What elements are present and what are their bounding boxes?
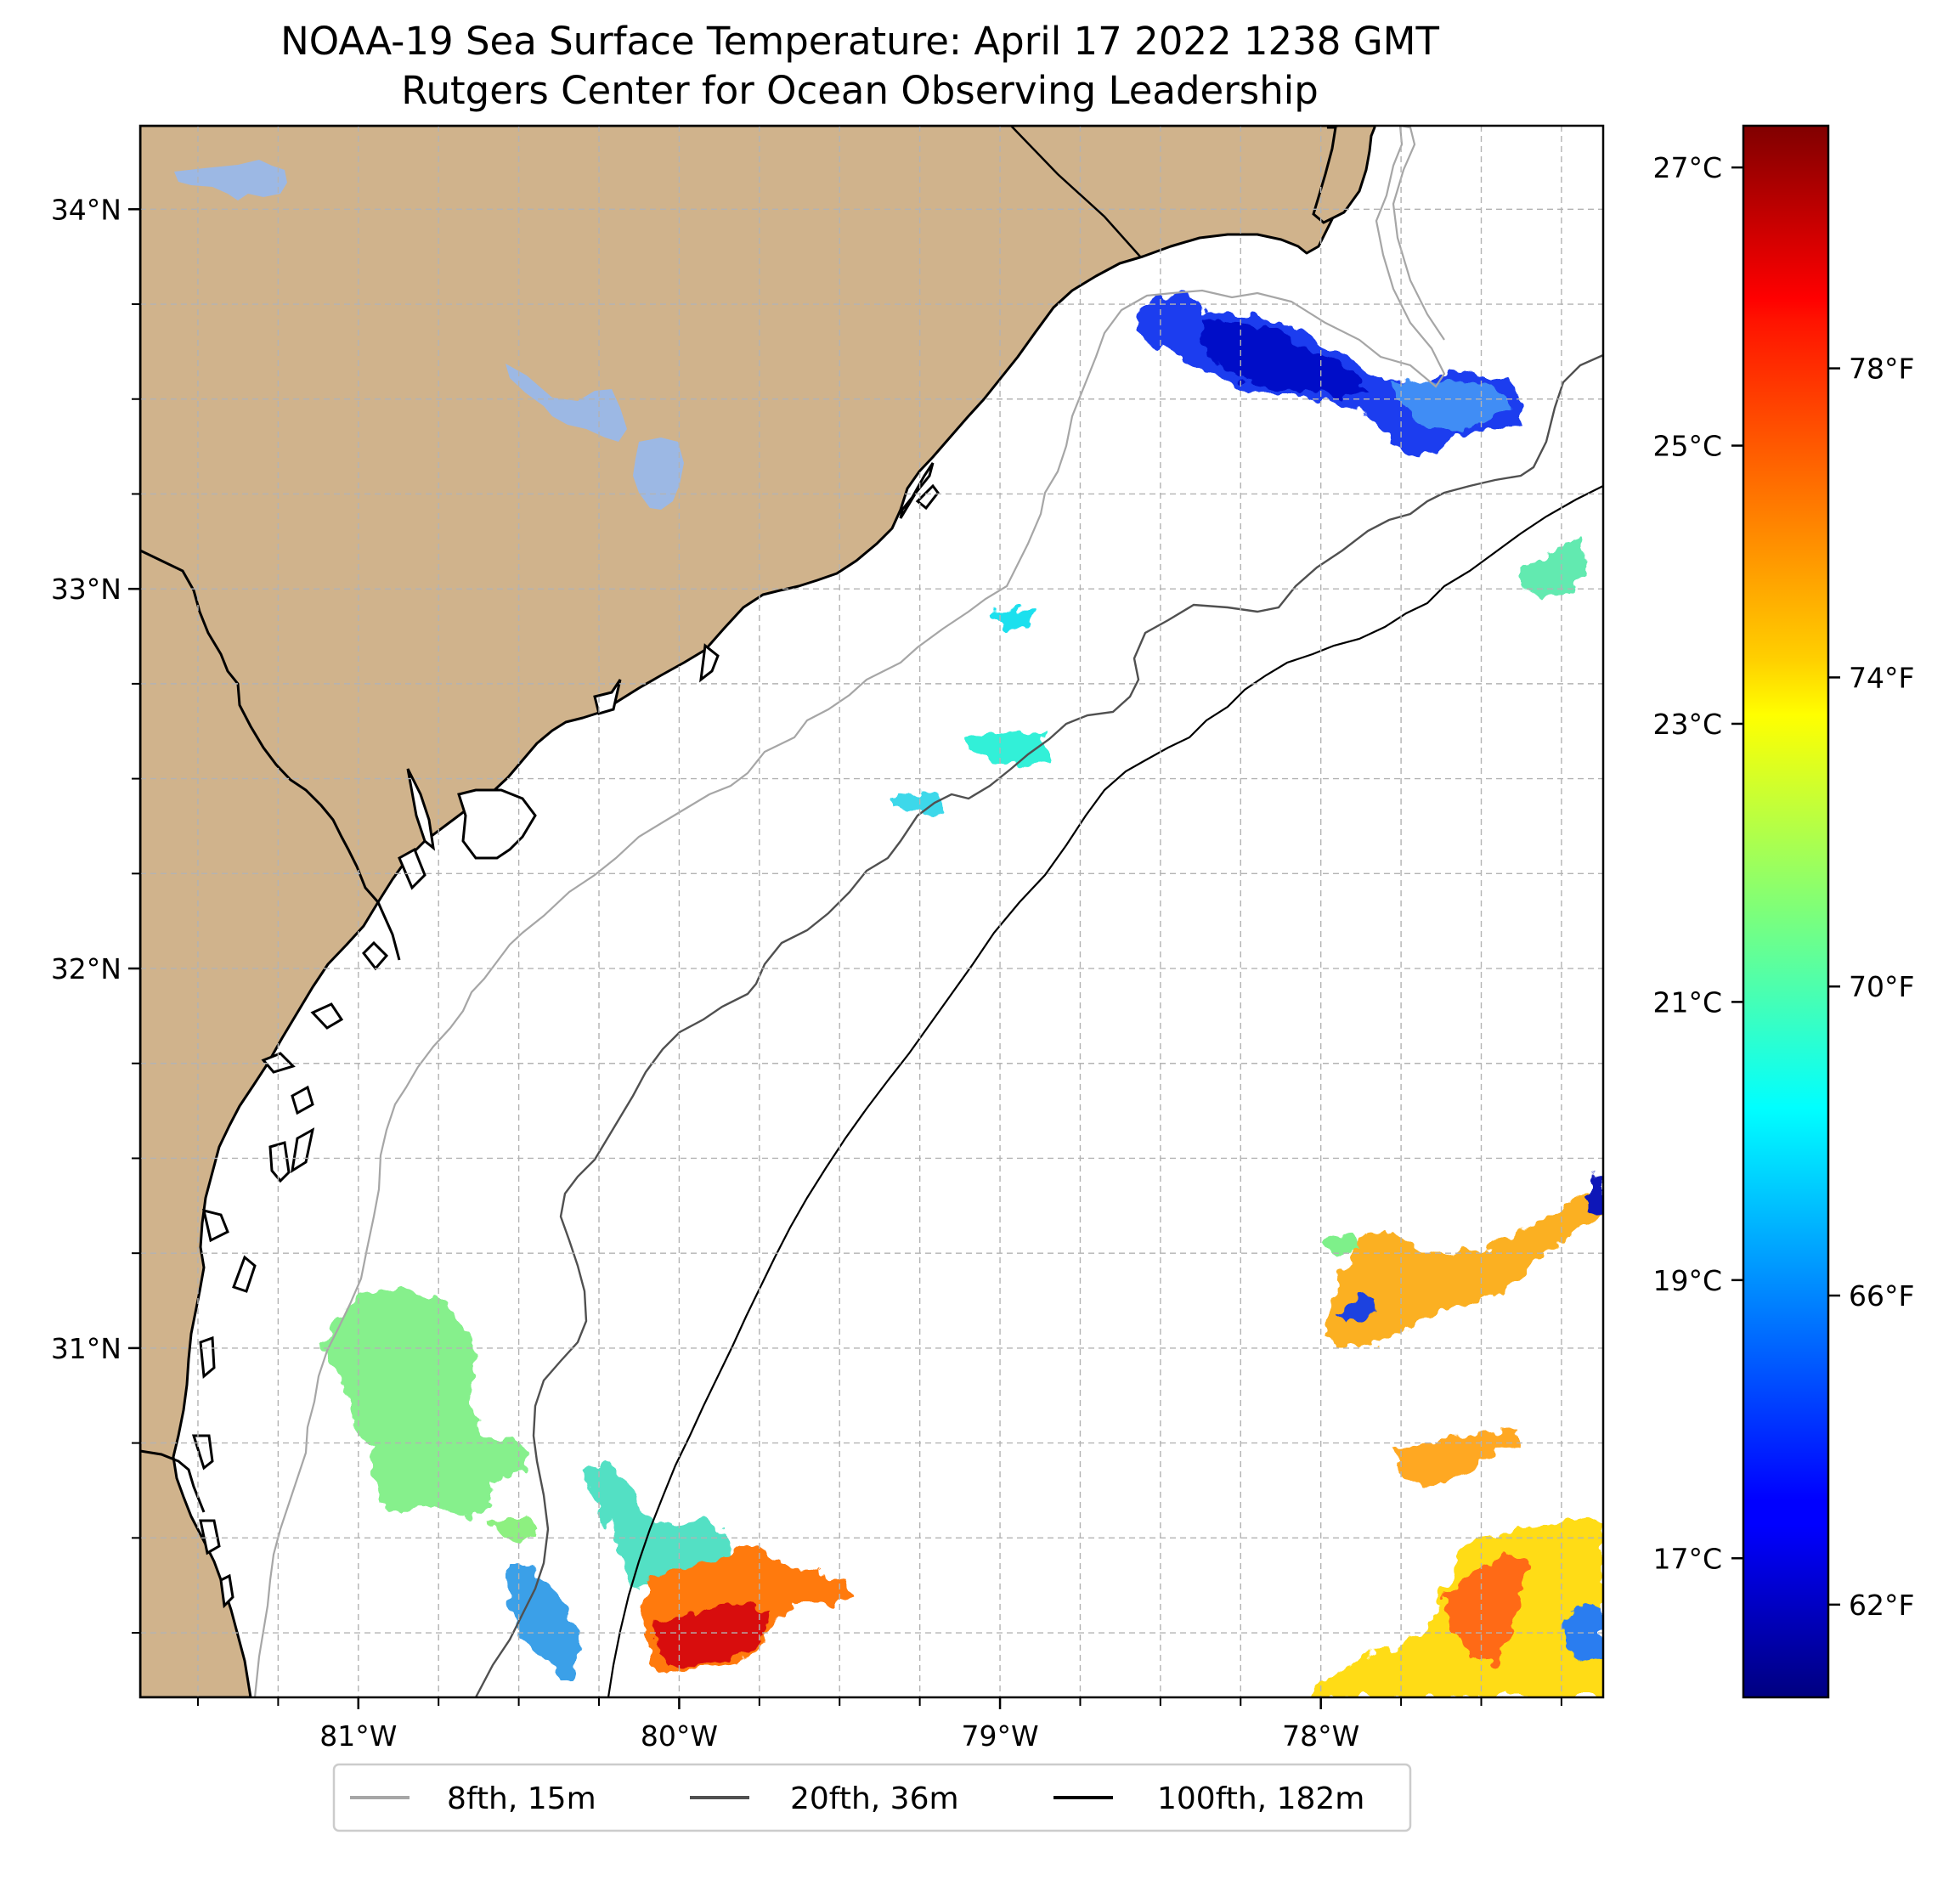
lat-tick-label: 33°N <box>51 573 121 606</box>
map-panel: 34°N 33°N 32°N 31°N 81°W 80°W 79°W 78°W <box>51 124 1605 1753</box>
sst-patch-southwest-2 <box>491 1516 537 1542</box>
fahrenheit-tick-label: 74°F <box>1849 661 1914 694</box>
state-border-southwest <box>140 1449 206 1513</box>
lon-tick-label: 78°W <box>1282 1719 1359 1753</box>
isobath-8fth-east <box>1392 126 1445 341</box>
legend: 8fth, 15m 20fth, 36m 100fth, 182m <box>332 1763 1412 1832</box>
fahrenheit-tick-label: 78°F <box>1849 353 1914 386</box>
chart-title-line1: NOAA-19 Sea Surface Temperature: April 1… <box>280 19 1439 64</box>
colorbar-celsius-axis: 27°C 25°C 23°C 21°C 19°C 17°C <box>1652 151 1743 1575</box>
sst-patch-cyan-2 <box>967 731 1050 766</box>
map-frame <box>138 124 1605 1699</box>
sst-patch-north-light <box>1393 381 1512 433</box>
fahrenheit-tick-label: 70°F <box>1849 970 1914 1003</box>
land-area <box>140 126 1376 1697</box>
legend-item-8fth: 8fth, 15m <box>350 1781 596 1816</box>
lat-tick-label: 32°N <box>51 952 121 985</box>
sst-patch-south-hot <box>654 1604 769 1667</box>
coastal-inlets <box>191 462 940 1609</box>
lon-axis: 81°W 80°W 79°W 78°W <box>196 1697 1562 1753</box>
celsius-tick-label: 19°C <box>1652 1264 1722 1297</box>
lat-axis: 34°N 33°N 32°N 31°N <box>51 193 140 1634</box>
lon-tick-label: 79°W <box>961 1719 1038 1753</box>
sst-patch-southwest-blue <box>506 1561 579 1680</box>
chart-title-line2: Rutgers Center for Ocean Observing Leade… <box>401 68 1319 113</box>
legend-item-100fth: 100fth, 182m <box>1053 1781 1364 1816</box>
sst-patch-east-1-green <box>1321 1234 1359 1259</box>
sst-patch-east-1-edge <box>1336 1298 1376 1325</box>
lon-tick-label: 80°W <box>641 1719 718 1753</box>
lat-tick-label: 34°N <box>51 193 121 226</box>
sst-patch-east-2 <box>1398 1429 1521 1488</box>
sst-patch-cyan-1 <box>992 608 1038 630</box>
sst-data-layer <box>323 293 1603 1697</box>
colorbar-gradient <box>1742 124 1830 1699</box>
sst-patch-southwest <box>323 1290 527 1516</box>
sst-patch-northeast <box>1521 537 1587 599</box>
legend-label-8fth: 8fth, 15m <box>447 1781 596 1816</box>
map-gridlines <box>140 126 1603 1697</box>
sst-patch-east-edge <box>1589 1174 1603 1215</box>
legend-item-20fth: 20fth, 36m <box>690 1781 959 1816</box>
legend-label-100fth: 100fth, 182m <box>1157 1781 1364 1816</box>
celsius-tick-label: 21°C <box>1652 985 1722 1019</box>
celsius-tick-label: 27°C <box>1652 151 1722 184</box>
sst-patch-south-cyan <box>586 1463 731 1587</box>
isobath-8fth <box>253 126 1446 1697</box>
isobath-100fth <box>607 485 1603 1697</box>
colorbar: 27°C 25°C 23°C 21°C 19°C 17°C 78°F 74°F 70°F 66°… <box>1652 124 1914 1699</box>
legend-box <box>332 1763 1412 1832</box>
celsius-tick-label: 17°C <box>1652 1542 1722 1575</box>
sst-patch-east-3-blue <box>1563 1606 1603 1663</box>
sst-patch-east-1 <box>1325 1188 1603 1346</box>
sst-patch-north-inner <box>1198 321 1372 395</box>
lat-tick-label: 31°N <box>51 1332 121 1365</box>
fahrenheit-tick-label: 62°F <box>1849 1589 1914 1622</box>
colorbar-fahrenheit-axis: 78°F 74°F 70°F 66°F 62°F <box>1828 353 1914 1622</box>
legend-label-20fth: 20fth, 36m <box>790 1781 959 1816</box>
sst-patch-east-3-hot <box>1444 1555 1529 1665</box>
lakes <box>174 160 684 510</box>
fahrenheit-tick-label: 66°F <box>1849 1279 1914 1313</box>
isobath-20fth <box>474 353 1603 1697</box>
celsius-tick-label: 23°C <box>1652 708 1722 741</box>
state-border <box>1010 126 1141 257</box>
lon-tick-label: 81°W <box>319 1719 397 1753</box>
celsius-tick-label: 25°C <box>1652 430 1722 463</box>
